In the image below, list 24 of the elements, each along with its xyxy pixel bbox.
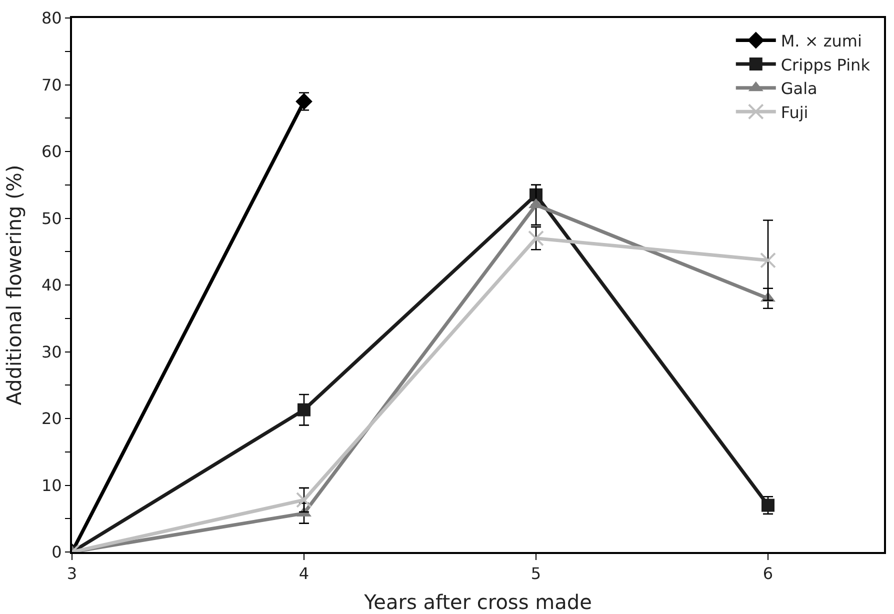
y-tick-label: 20: [41, 409, 62, 428]
x-tick-label: 3: [66, 564, 78, 584]
point: [762, 498, 774, 512]
x-tick-label: 6: [762, 564, 774, 584]
y-tick-label: 60: [41, 142, 62, 162]
legend-label: Gala: [780, 79, 818, 98]
y-tick-label: 50: [41, 208, 62, 228]
legend-label: Fuji: [780, 102, 808, 122]
legend-label: M. × zumi: [780, 31, 862, 50]
legend-label: Cripps Pink: [780, 55, 871, 74]
point: [298, 403, 310, 416]
y-tick-label: 10: [41, 476, 62, 495]
y-tick-label: 70: [41, 75, 62, 94]
y-tick-label: 30: [41, 342, 62, 362]
point: [528, 230, 544, 246]
point: [760, 252, 776, 268]
x-axis-title: Years after cross made: [363, 590, 592, 614]
x-tick-label: 4: [298, 564, 310, 584]
y-tick-label: 40: [41, 276, 62, 295]
point: [296, 492, 312, 508]
y-tick-label: 80: [41, 8, 62, 28]
x-tick-label: 5: [530, 564, 542, 584]
y-tick-label: 0: [52, 542, 62, 562]
y-axis-title: Additional flowering (%): [2, 164, 26, 406]
